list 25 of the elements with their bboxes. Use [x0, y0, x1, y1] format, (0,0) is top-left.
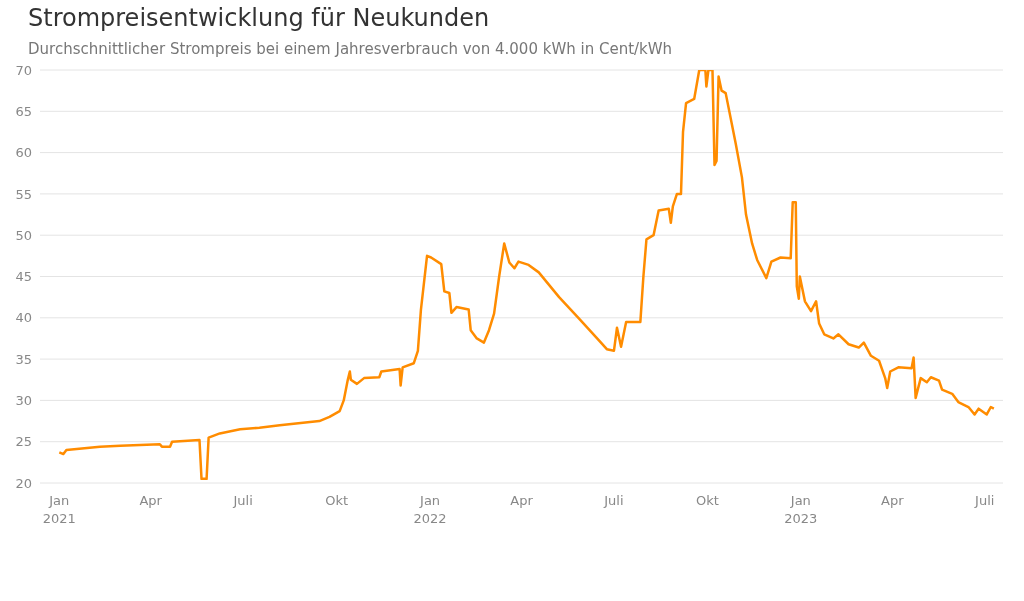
chart-subtitle: Durchschnittlicher Strompreis bei einem Jahresverbrauch von 4.000 kWh in Cent/kWh: [28, 40, 674, 58]
x-tick-label: Apr: [510, 493, 534, 508]
y-tick-label: 60: [15, 145, 32, 161]
y-tick-label: 45: [15, 269, 32, 285]
y-tick-label: 35: [15, 351, 32, 367]
x-tick-label: Okt: [695, 493, 719, 508]
y-tick-label: 30: [15, 393, 32, 409]
x-tick-label: Okt: [325, 493, 349, 508]
line-series: [58, 70, 996, 481]
chart-title: Strompreisentwicklung für Neukunden: [28, 4, 491, 32]
y-tick-label: 50: [15, 227, 32, 243]
x-tick-label: Juli: [603, 493, 624, 508]
x-tick-label: Juli: [232, 493, 253, 508]
x-tick-label: Jan 2023: [784, 493, 818, 526]
y-tick-label: 65: [15, 103, 32, 119]
y-tick-label: 25: [15, 434, 32, 450]
x-tick-label: Juli: [974, 493, 995, 508]
y-tick-label: 55: [15, 186, 32, 202]
y-tick-label: 20: [15, 475, 32, 491]
x-tick-label: Apr: [139, 493, 163, 508]
y-tick-label: 40: [15, 310, 32, 326]
x-tick-label: Jan 2021: [42, 493, 76, 526]
y-tick-label: 70: [15, 62, 32, 78]
x-tick-label: Apr: [881, 493, 905, 508]
x-tick-label: Jan 2022: [413, 493, 447, 526]
